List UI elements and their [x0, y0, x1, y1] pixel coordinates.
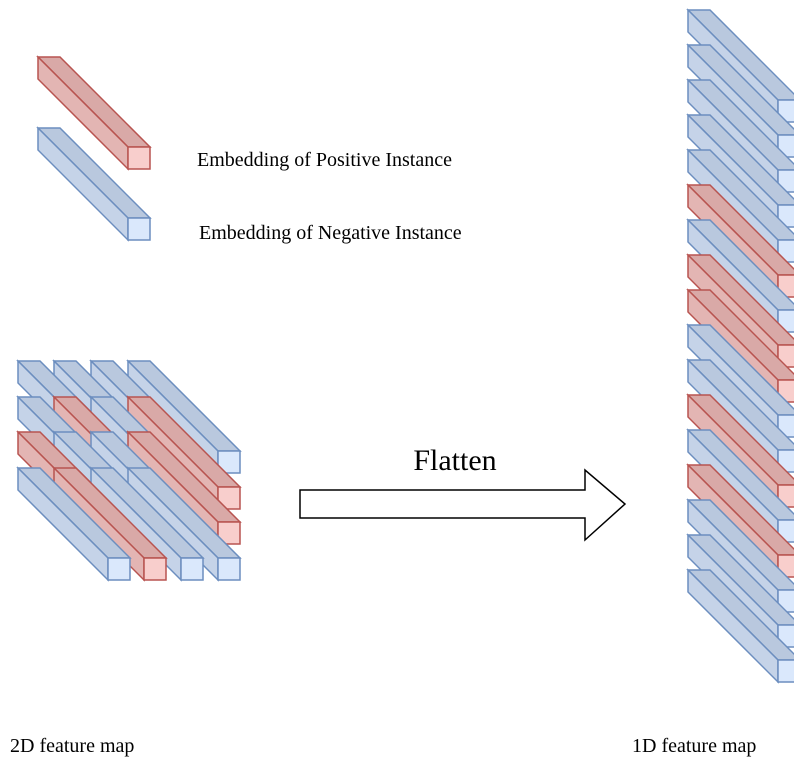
page: Embedding of Positive Instance Embedding… [0, 0, 794, 757]
caption-right: 1D feature map [632, 735, 756, 757]
caption-left: 2D feature map [10, 735, 134, 757]
diagram: Embedding of Positive Instance Embedding… [0, 0, 794, 757]
flatten-arrow [300, 470, 625, 540]
bar-face [128, 218, 150, 240]
bar-face [218, 558, 240, 580]
legend-negative: Embedding of Negative Instance [199, 222, 462, 244]
bars [18, 10, 794, 682]
legend-positive: Embedding of Positive Instance [197, 149, 452, 171]
bar-face [108, 558, 130, 580]
bar-face [181, 558, 203, 580]
bar-face [144, 558, 166, 580]
bar-face [778, 660, 794, 682]
bar-face [128, 147, 150, 169]
arrow-label: Flatten [413, 444, 496, 477]
